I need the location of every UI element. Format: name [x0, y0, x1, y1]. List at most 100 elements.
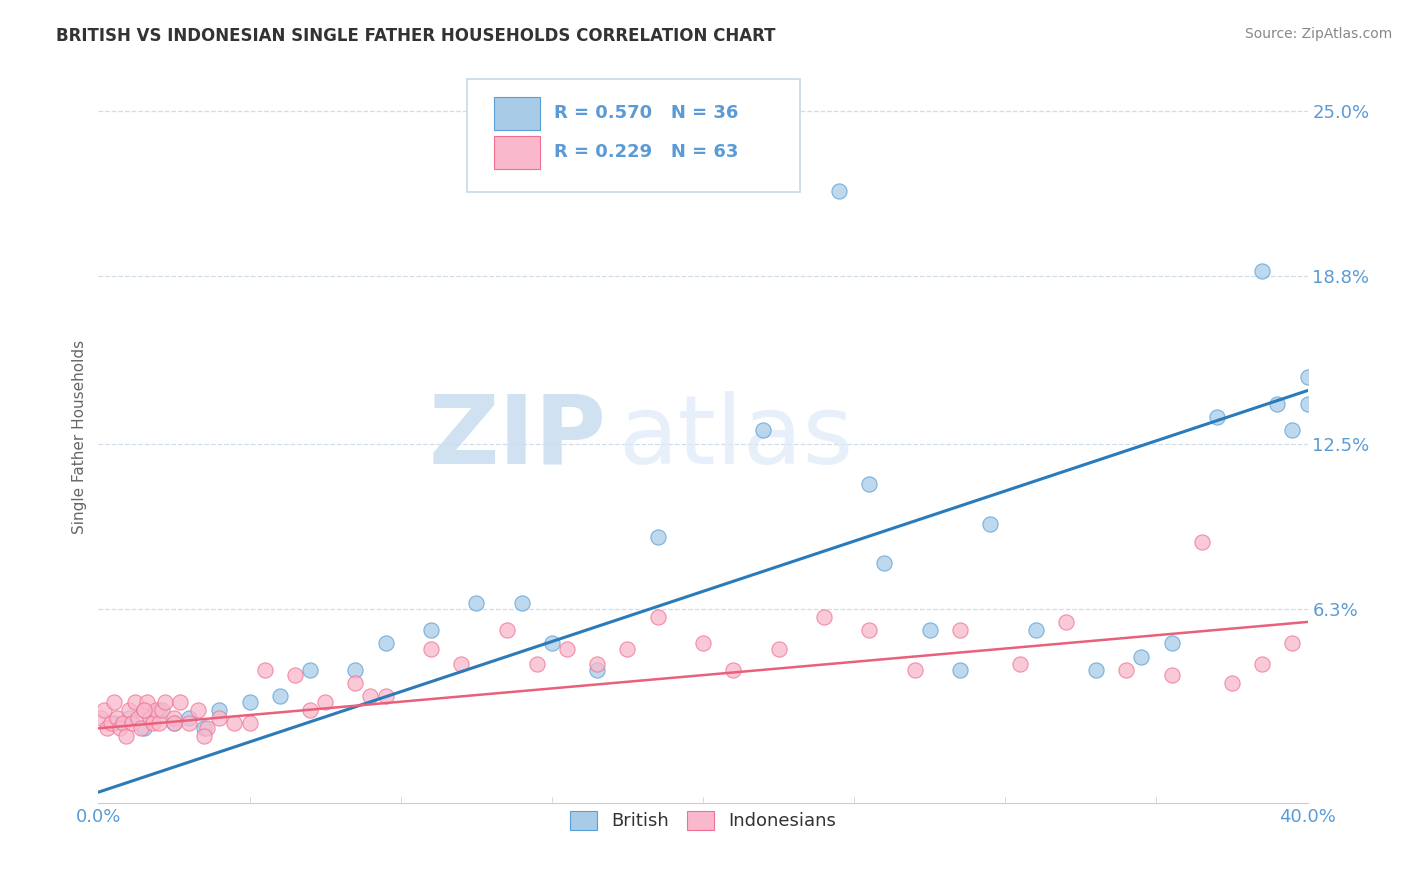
- Point: [586, 663, 609, 677]
- Point: [858, 476, 880, 491]
- Point: [1115, 663, 1137, 677]
- Point: [299, 703, 322, 717]
- Point: [93, 703, 115, 717]
- Point: [858, 623, 880, 637]
- Point: [193, 729, 215, 743]
- Point: [239, 716, 262, 731]
- Point: [163, 716, 186, 731]
- Point: [103, 695, 125, 709]
- Point: [169, 695, 191, 709]
- Point: [904, 663, 927, 677]
- Point: [1267, 397, 1289, 411]
- Point: [135, 695, 157, 709]
- Point: [1024, 623, 1046, 637]
- Point: [420, 641, 443, 656]
- Point: [148, 703, 170, 717]
- Point: [153, 695, 176, 709]
- Point: [90, 711, 112, 725]
- Point: [284, 668, 307, 682]
- Text: R = 0.570   N = 36: R = 0.570 N = 36: [554, 104, 738, 122]
- Point: [139, 711, 162, 725]
- Point: [179, 711, 201, 725]
- Point: [269, 690, 291, 704]
- Text: ZIP: ZIP: [429, 391, 606, 483]
- Text: Source: ZipAtlas.com: Source: ZipAtlas.com: [1244, 27, 1392, 41]
- Point: [949, 623, 972, 637]
- Point: [108, 722, 131, 736]
- Point: [148, 716, 170, 731]
- Point: [360, 690, 382, 704]
- Point: [105, 711, 128, 725]
- Point: [420, 623, 443, 637]
- FancyBboxPatch shape: [494, 97, 540, 130]
- Point: [752, 424, 775, 438]
- Point: [224, 716, 246, 731]
- Text: atlas: atlas: [619, 391, 853, 483]
- Point: [253, 663, 276, 677]
- Point: [1281, 636, 1303, 650]
- Point: [193, 722, 215, 736]
- Point: [616, 641, 638, 656]
- Point: [828, 184, 851, 198]
- Point: [495, 623, 517, 637]
- Point: [1296, 397, 1319, 411]
- Point: [692, 636, 714, 650]
- Point: [129, 722, 152, 736]
- Text: BRITISH VS INDONESIAN SINGLE FATHER HOUSEHOLDS CORRELATION CHART: BRITISH VS INDONESIAN SINGLE FATHER HOUS…: [56, 27, 776, 45]
- Point: [111, 716, 134, 731]
- Point: [1220, 676, 1243, 690]
- Point: [150, 703, 173, 717]
- Point: [918, 623, 941, 637]
- Point: [647, 609, 669, 624]
- Point: [299, 663, 322, 677]
- Point: [374, 636, 396, 650]
- FancyBboxPatch shape: [467, 78, 800, 192]
- Point: [1085, 663, 1108, 677]
- Point: [187, 703, 209, 717]
- Point: [873, 557, 896, 571]
- Point: [1160, 636, 1182, 650]
- Point: [450, 657, 472, 672]
- Point: [239, 695, 262, 709]
- Point: [100, 716, 122, 731]
- Point: [979, 516, 1001, 531]
- Point: [1281, 424, 1303, 438]
- Point: [132, 703, 155, 717]
- Point: [540, 636, 562, 650]
- Point: [208, 711, 231, 725]
- Point: [127, 711, 149, 725]
- Legend: British, Indonesians: British, Indonesians: [562, 804, 844, 838]
- Point: [114, 729, 136, 743]
- Point: [374, 690, 396, 704]
- Point: [510, 596, 533, 610]
- Point: [526, 657, 548, 672]
- Point: [1054, 615, 1077, 629]
- Point: [1160, 668, 1182, 682]
- Point: [1191, 535, 1213, 549]
- Point: [132, 722, 155, 736]
- FancyBboxPatch shape: [494, 136, 540, 169]
- Text: R = 0.229   N = 63: R = 0.229 N = 63: [554, 144, 738, 161]
- Point: [124, 695, 146, 709]
- Point: [118, 703, 141, 717]
- Point: [118, 711, 141, 725]
- Point: [103, 716, 125, 731]
- Point: [179, 716, 201, 731]
- Point: [163, 711, 186, 725]
- Point: [344, 676, 367, 690]
- Point: [1296, 370, 1319, 384]
- Point: [96, 722, 118, 736]
- Point: [145, 703, 167, 717]
- Point: [195, 722, 218, 736]
- Point: [1010, 657, 1032, 672]
- Point: [586, 657, 609, 672]
- Point: [121, 716, 143, 731]
- Point: [813, 609, 835, 624]
- Point: [1251, 264, 1274, 278]
- Point: [208, 703, 231, 717]
- Point: [723, 663, 745, 677]
- Point: [163, 716, 186, 731]
- Point: [314, 695, 336, 709]
- Point: [949, 663, 972, 677]
- Point: [142, 716, 165, 731]
